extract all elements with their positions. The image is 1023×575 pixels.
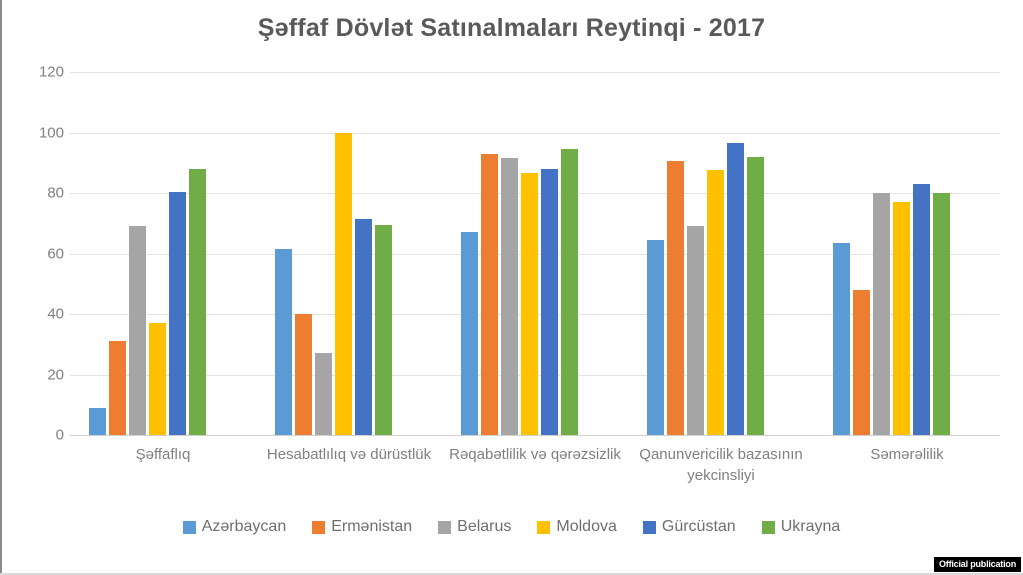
bar-group bbox=[460, 72, 578, 435]
bar bbox=[334, 132, 352, 435]
bar bbox=[520, 173, 538, 435]
legend-label: Ukrayna bbox=[780, 518, 841, 535]
y-tick-label-100: 100 bbox=[38, 124, 64, 141]
legend-swatch-icon bbox=[438, 520, 452, 534]
legend-swatch-icon bbox=[182, 520, 196, 534]
bar bbox=[872, 193, 890, 435]
bar bbox=[726, 143, 744, 435]
bar bbox=[500, 158, 518, 435]
bar bbox=[108, 341, 126, 435]
bar bbox=[480, 153, 498, 435]
bar bbox=[540, 168, 558, 435]
watermark-badge: Official publication bbox=[933, 557, 1021, 572]
bar bbox=[646, 239, 664, 435]
legend-item[interactable]: Moldova bbox=[537, 518, 617, 536]
bar bbox=[374, 224, 392, 435]
x-category-label: Rəqabətlilik və qərəzsizlik bbox=[449, 446, 621, 463]
y-tick-label-80: 80 bbox=[47, 184, 64, 202]
legend-label: Ermənistan bbox=[331, 518, 413, 535]
bar bbox=[460, 232, 478, 435]
x-category-label: Şəffaflıq bbox=[135, 446, 191, 463]
bar bbox=[314, 353, 332, 435]
y-tick-label-40: 40 bbox=[47, 305, 64, 323]
bar-group bbox=[832, 72, 950, 435]
bar bbox=[686, 226, 704, 435]
bar bbox=[88, 407, 106, 435]
gridline-120 bbox=[70, 72, 1000, 73]
y-axis: 0 20 40 60 80 100 120 bbox=[8, 0, 64, 575]
legend-swatch-icon bbox=[537, 520, 551, 534]
bar bbox=[148, 323, 166, 435]
legend-item[interactable]: Azərbaycan bbox=[182, 518, 287, 536]
bar bbox=[892, 202, 910, 435]
y-tick-label-0: 0 bbox=[55, 426, 64, 444]
legend-swatch-icon bbox=[642, 520, 656, 534]
frame-left-edge bbox=[0, 0, 2, 575]
gridline-100 bbox=[70, 132, 1000, 134]
bar bbox=[560, 149, 578, 435]
bar bbox=[354, 218, 372, 435]
legend-item[interactable]: Gürcüstan bbox=[642, 518, 736, 536]
y-tick-label-120: 120 bbox=[38, 63, 64, 81]
legend-label: Azərbaycan bbox=[201, 518, 287, 535]
legend-item[interactable]: Ermənistan bbox=[312, 518, 412, 536]
bar bbox=[188, 168, 206, 435]
chart-title: Şəffaf Dövlət Satınalmaları Reytinqi - 2… bbox=[257, 14, 766, 42]
legend-swatch-icon bbox=[761, 520, 775, 534]
x-axis-line bbox=[70, 435, 1000, 436]
x-category-label: Səmərəlilik bbox=[870, 446, 944, 463]
y-tick-label-20: 20 bbox=[47, 366, 64, 383]
chart-legend: Azərbaycan Ermənistan Belarus Moldova Gürcüs… bbox=[0, 518, 1023, 536]
bar bbox=[932, 193, 950, 435]
bar bbox=[128, 226, 146, 435]
legend-label: Gürcüstan bbox=[661, 518, 736, 535]
bar bbox=[706, 170, 724, 435]
legend-label: Belarus bbox=[457, 518, 512, 535]
bar-group bbox=[646, 72, 764, 435]
y-tick-label-60: 60 bbox=[47, 245, 64, 262]
x-category-label: Hesabatlılıq və dürüstlük bbox=[266, 446, 432, 463]
legend-swatch-icon bbox=[312, 520, 326, 534]
bar-group bbox=[274, 72, 392, 435]
bar bbox=[852, 289, 870, 435]
bar bbox=[746, 156, 764, 435]
legend-label: Moldova bbox=[556, 518, 617, 535]
bar bbox=[274, 248, 292, 435]
bar bbox=[666, 161, 684, 435]
x-category-label: Qanunvericilik bazasının yekcinsliyi bbox=[639, 446, 803, 484]
bar bbox=[168, 191, 186, 435]
bar-group bbox=[88, 72, 206, 435]
bar bbox=[912, 183, 930, 435]
frame-bottom-edge bbox=[0, 573, 1023, 575]
legend-item[interactable]: Belarus bbox=[438, 518, 511, 536]
bar bbox=[294, 314, 312, 435]
legend-item[interactable]: Ukrayna bbox=[761, 518, 841, 536]
bar bbox=[832, 242, 850, 435]
